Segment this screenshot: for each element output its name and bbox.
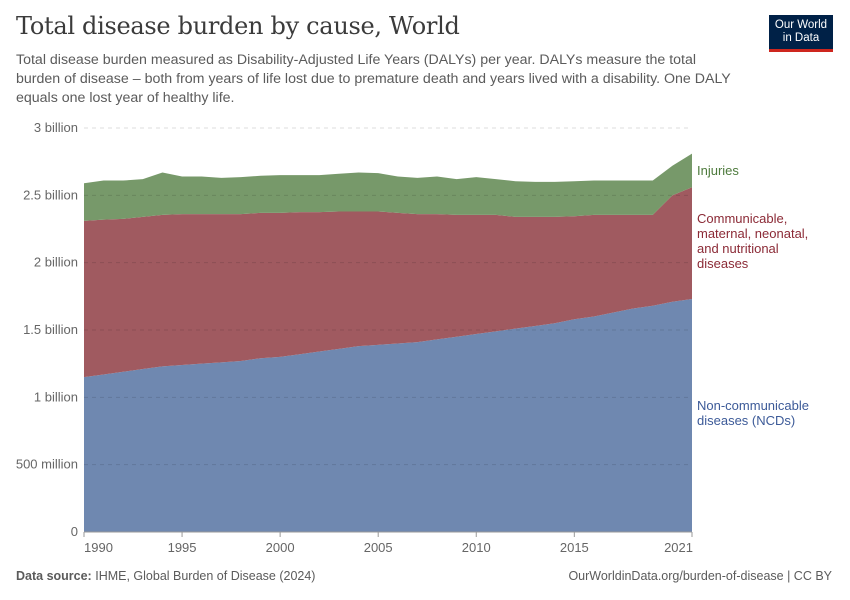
series-label-1: and nutritional: [697, 241, 779, 256]
data-source-value: IHME, Global Burden of Disease (2024): [95, 569, 316, 583]
chart: 0 500 million 1 billion 1.5 billion 2 billio…: [16, 120, 809, 555]
y-tick-label: 3 billion: [34, 120, 78, 135]
y-tick-label: 2.5 billion: [23, 187, 78, 202]
source-url[interactable]: OurWorldinData.org/burden-of-disease | C…: [568, 569, 832, 583]
x-tick-label: 1990: [84, 540, 113, 555]
chart-title: Total disease burden by cause, World: [16, 12, 460, 40]
data-source: Data source: IHME, Global Burden of Dise…: [16, 569, 315, 583]
x-tick-label: 1995: [168, 540, 197, 555]
series-label-1: Communicable,: [697, 211, 787, 226]
logo-line-1: Our World: [774, 19, 828, 31]
y-tick-label: 500 million: [16, 457, 78, 472]
area-series-0: [84, 299, 692, 532]
y-tick-label: 0: [71, 524, 78, 539]
y-tick-label: 1 billion: [34, 389, 78, 404]
y-tick-label: 1.5 billion: [23, 322, 78, 337]
x-tick-label: 2021: [664, 540, 693, 555]
series-label-1: maternal, neonatal,: [697, 226, 808, 241]
owid-logo[interactable]: Our World in Data: [769, 15, 833, 52]
series-label-0: Non-communicable: [697, 398, 809, 413]
logo-line-2: in Data: [782, 32, 820, 44]
series-label-1: diseases: [697, 256, 749, 271]
series-label-2: Injuries: [697, 163, 739, 178]
area-series-2: [84, 153, 692, 221]
data-source-label: Data source:: [16, 569, 92, 583]
area-series-1: [84, 187, 692, 378]
x-tick-label: 2010: [462, 540, 491, 555]
y-tick-label: 2 billion: [34, 255, 78, 270]
series-label-0: diseases (NCDs): [697, 413, 795, 428]
x-tick-label: 2005: [364, 540, 393, 555]
chart-subtitle: Total disease burden measured as Disabil…: [16, 52, 731, 106]
x-tick-label: 2000: [266, 540, 295, 555]
x-tick-label: 2015: [560, 540, 589, 555]
